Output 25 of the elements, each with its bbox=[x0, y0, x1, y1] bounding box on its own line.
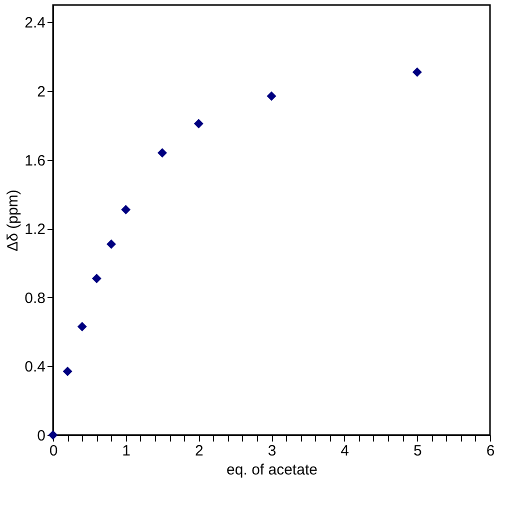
point bbox=[194, 118, 204, 128]
x-tick-label: 4 bbox=[340, 442, 350, 460]
y-tick-label: 2.4 bbox=[24, 14, 46, 32]
point bbox=[62, 366, 72, 376]
x-tick-label: 5 bbox=[413, 442, 422, 460]
y-tick-label: 1.2 bbox=[24, 221, 46, 238]
y-axis-title: Δδ (ppm) bbox=[4, 190, 22, 252]
y-tick-label: 0.4 bbox=[24, 358, 46, 376]
x-tick-label: 0 bbox=[49, 442, 58, 460]
point bbox=[158, 148, 167, 158]
point bbox=[92, 274, 102, 284]
y-tick-label: 0.8 bbox=[24, 290, 46, 307]
point bbox=[412, 67, 422, 77]
x-axis-title: eq. of acetate bbox=[226, 462, 318, 478]
x-tick-label: 3 bbox=[268, 442, 276, 460]
point bbox=[266, 91, 276, 101]
point bbox=[106, 239, 116, 249]
x-tick-label: 6 bbox=[486, 442, 495, 460]
x-tick-label: 2 bbox=[194, 442, 204, 460]
x-tick-label: 1 bbox=[122, 442, 131, 460]
y-tick-label: 0 bbox=[37, 428, 46, 444]
point bbox=[77, 322, 87, 332]
point bbox=[121, 204, 131, 214]
y-tick-label: 1.6 bbox=[24, 152, 46, 170]
y-tick-label: 2 bbox=[37, 84, 46, 100]
